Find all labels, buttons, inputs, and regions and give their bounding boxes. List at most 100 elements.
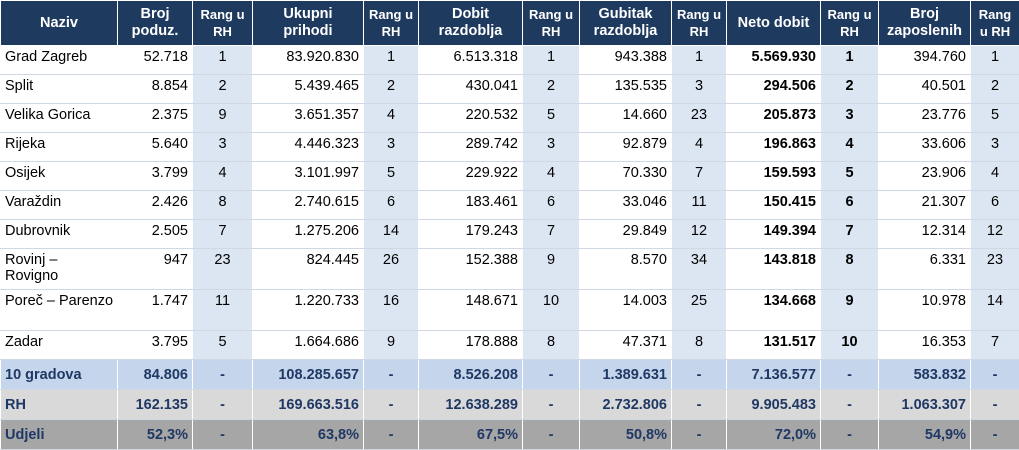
rank-cell: 8 [193, 191, 253, 220]
summary-value-cell: 9.905.483 [727, 390, 821, 420]
rank-cell: 7 [523, 220, 580, 249]
value-cell: 8.570 [580, 249, 672, 290]
rank-cell: 4 [821, 133, 879, 162]
row-name-cell: Split [1, 75, 118, 104]
rank-cell: 2 [821, 75, 879, 104]
header-row: Naziv Broj poduz. Rang u RH Ukupni priho… [1, 1, 1019, 46]
rank-cell: 7 [193, 220, 253, 249]
value-cell: 3.795 [118, 331, 193, 360]
row-name-cell: Velika Gorica [1, 104, 118, 133]
summary-value-cell: 72,0% [727, 420, 821, 450]
rank-cell: 2 [971, 75, 1019, 104]
value-cell: 178.888 [419, 331, 523, 360]
rank-cell: 6 [971, 191, 1019, 220]
rank-cell: 23 [193, 249, 253, 290]
value-cell: 220.532 [419, 104, 523, 133]
header-rang-zaposleni: Rang u RH [971, 1, 1019, 46]
value-cell: 16.353 [879, 331, 971, 360]
rank-cell: 6 [523, 191, 580, 220]
summary-value-cell: 108.285.657 [253, 360, 364, 390]
rank-cell: 10 [821, 331, 879, 360]
rank-cell: 8 [672, 331, 727, 360]
rank-cell: 8 [821, 249, 879, 290]
rank-cell: 5 [971, 104, 1019, 133]
value-cell: 23.776 [879, 104, 971, 133]
summary-name-cell: RH [1, 390, 118, 420]
value-cell: 5.640 [118, 133, 193, 162]
summary-rank-cell: - [821, 360, 879, 390]
value-cell: 21.307 [879, 191, 971, 220]
value-cell: 947 [118, 249, 193, 290]
header-dobit-razdoblja: Dobit razdoblja [419, 1, 523, 46]
header-rang-neto: Rang u RH [821, 1, 879, 46]
value-cell: 289.742 [419, 133, 523, 162]
value-cell: 205.873 [727, 104, 821, 133]
summary-rank-cell: - [523, 420, 580, 450]
header-ukupni-prihodi: Ukupni prihodi [253, 1, 364, 46]
value-cell: 3.799 [118, 162, 193, 191]
rank-cell: 7 [971, 331, 1019, 360]
summary-value-cell: 63,8% [253, 420, 364, 450]
summary-value-cell: 84.806 [118, 360, 193, 390]
header-rang-gubitak: Rang u RH [672, 1, 727, 46]
rank-cell: 3 [672, 75, 727, 104]
rank-cell: 1 [523, 46, 580, 75]
value-cell: 1.220.733 [253, 290, 364, 331]
rank-cell: 11 [193, 290, 253, 331]
summary-value-cell: 52,3% [118, 420, 193, 450]
summary-rank-cell: - [971, 420, 1019, 450]
summary-rank-cell: - [364, 360, 419, 390]
rank-cell: 5 [193, 331, 253, 360]
value-cell: 229.922 [419, 162, 523, 191]
header-broj-poduz: Broj poduz. [118, 1, 193, 46]
rank-cell: 14 [971, 290, 1019, 331]
rank-cell: 23 [971, 249, 1019, 290]
summary-value-cell: 67,5% [419, 420, 523, 450]
rank-cell: 8 [523, 331, 580, 360]
rank-cell: 9 [821, 290, 879, 331]
value-cell: 159.593 [727, 162, 821, 191]
row-name-cell: Osijek [1, 162, 118, 191]
summary-name-cell: 10 gradova [1, 360, 118, 390]
rank-cell: 26 [364, 249, 419, 290]
value-cell: 23.906 [879, 162, 971, 191]
header-neto-dobit: Neto dobit [727, 1, 821, 46]
summary-rank-cell: - [193, 390, 253, 420]
rank-cell: 1 [821, 46, 879, 75]
value-cell: 152.388 [419, 249, 523, 290]
value-cell: 1.664.686 [253, 331, 364, 360]
rank-cell: 5 [523, 104, 580, 133]
row-name-cell: Rijeka [1, 133, 118, 162]
summary-rank-cell: - [821, 420, 879, 450]
value-cell: 179.243 [419, 220, 523, 249]
rank-cell: 3 [523, 133, 580, 162]
value-cell: 134.668 [727, 290, 821, 331]
value-cell: 8.854 [118, 75, 193, 104]
rank-cell: 10 [523, 290, 580, 331]
header-broj-zaposlenih: Broj zaposlenih [879, 1, 971, 46]
value-cell: 3.651.357 [253, 104, 364, 133]
header-naziv: Naziv [1, 1, 118, 46]
rank-cell: 9 [193, 104, 253, 133]
summary-rank-cell: - [523, 390, 580, 420]
value-cell: 6.331 [879, 249, 971, 290]
rank-cell: 4 [672, 133, 727, 162]
summary-rank-cell: - [523, 360, 580, 390]
value-cell: 70.330 [580, 162, 672, 191]
value-cell: 10.978 [879, 290, 971, 331]
rank-cell: 1 [971, 46, 1019, 75]
summary-value-cell: 50,8% [580, 420, 672, 450]
rank-cell: 1 [193, 46, 253, 75]
summary-rank-cell: - [672, 420, 727, 450]
value-cell: 14.003 [580, 290, 672, 331]
rank-cell: 4 [523, 162, 580, 191]
rank-cell: 11 [672, 191, 727, 220]
